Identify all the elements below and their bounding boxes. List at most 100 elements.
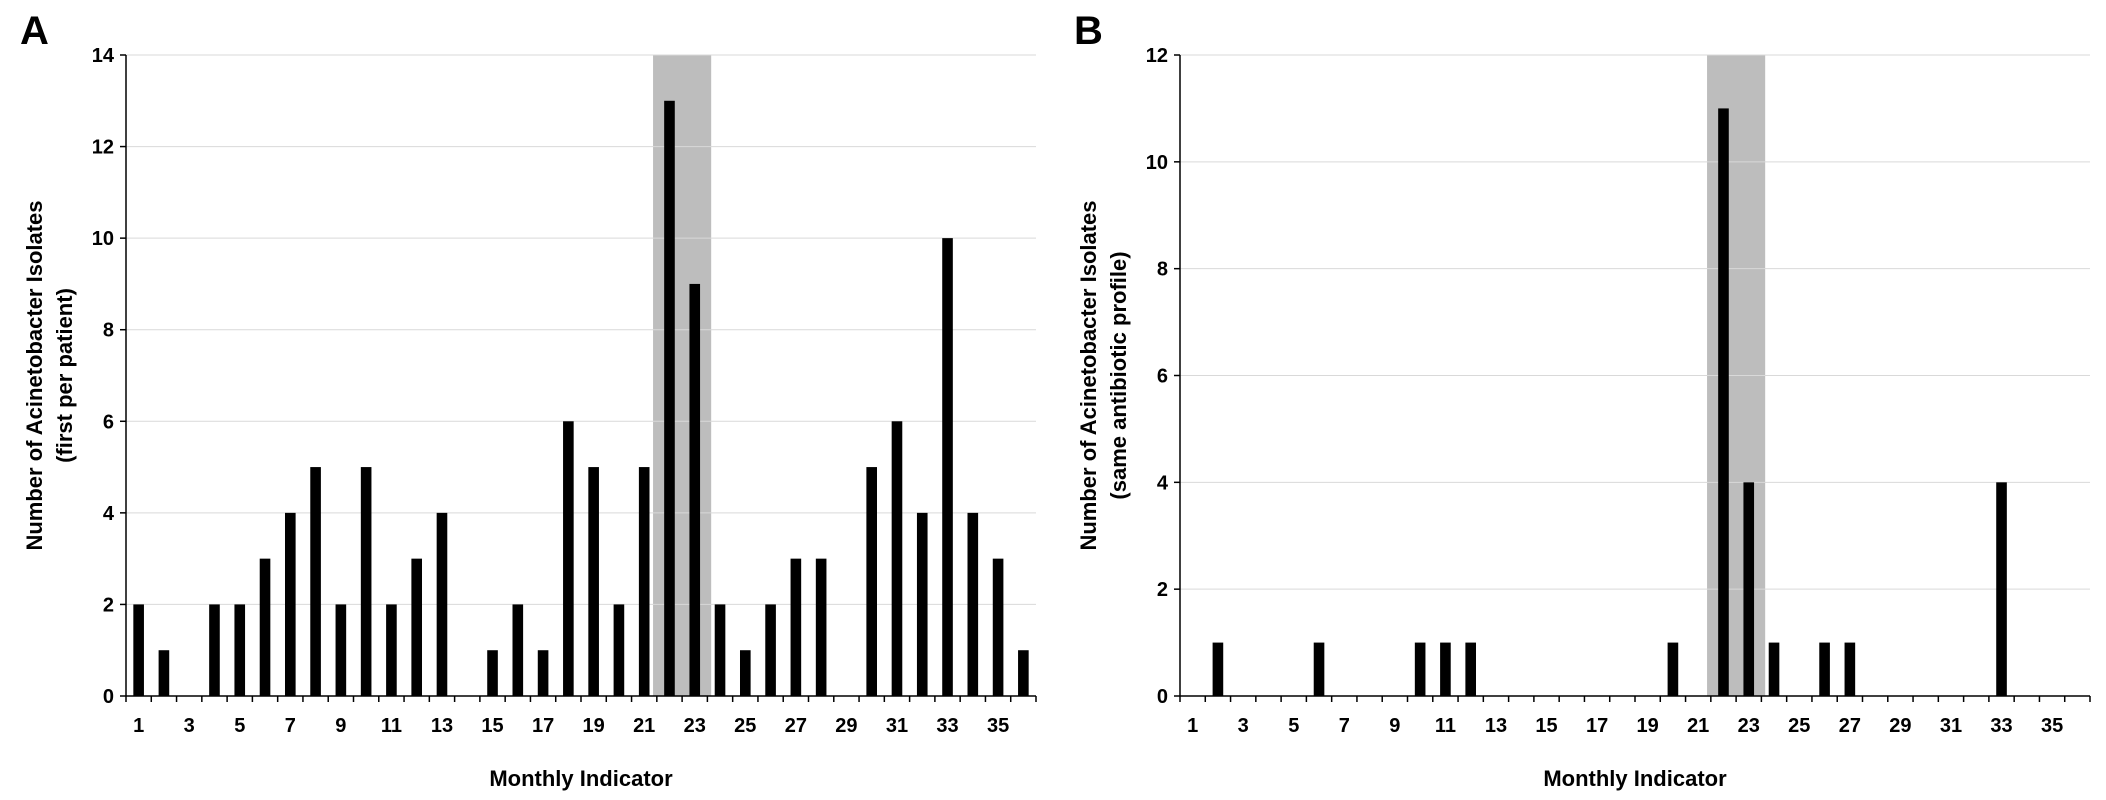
panel-b-y-axis-title-line2: (same antibiotic profile) [1106, 251, 1131, 499]
panel-a-x-tick-label: 21 [633, 715, 655, 737]
panel-b-bar-month-27 [1844, 642, 1856, 696]
panel-a-bar-month-17 [537, 650, 549, 696]
panel-b-bar-month-2 [1212, 642, 1224, 696]
panel-a-x-tick-label: 13 [431, 715, 453, 737]
panel-a-bar-month-10 [360, 467, 372, 696]
panel-b-x-tick-label: 5 [1288, 715, 1299, 737]
panel-a-x-tick-label: 9 [335, 715, 346, 737]
panel-b-x-tick-label: 15 [1535, 715, 1557, 737]
panel-a-highlight [653, 55, 712, 696]
panel-a-bar-month-30 [866, 467, 878, 696]
panel-a-bar-month-25 [739, 650, 751, 696]
panel-a-bar-month-19 [588, 467, 599, 696]
panel-b-x-tick-label: 25 [1788, 715, 1810, 737]
panel-a-gridlines [126, 54, 1036, 605]
panel-b-x-tick-label: 19 [1637, 715, 1659, 737]
panel-a-bar-month-12 [411, 558, 423, 696]
panel-b-y-tick-label: 12 [1146, 45, 1168, 67]
panel-b-bars [1212, 108, 2007, 696]
panel-b-x-tick-label: 33 [1990, 715, 2012, 737]
panel-b-y-tick-label: 2 [1157, 579, 1168, 601]
panel-a-axes [125, 55, 1037, 702]
panel-a-bar-month-21 [638, 467, 650, 696]
panel-b-bar-month-24 [1768, 642, 1780, 696]
panel-a-bar-month-26 [765, 604, 776, 696]
panel-a-x-tick-label: 5 [234, 715, 245, 737]
panel-a-bar-month-9 [335, 604, 347, 696]
panel-a-bar-month-31 [891, 421, 903, 696]
panel-b-bar-month-23 [1743, 482, 1755, 696]
panel-a-y-tick-label: 8 [103, 320, 114, 342]
panel-a-bar-month-32 [916, 512, 928, 696]
panel-b-label: B [1074, 9, 1103, 53]
panel-a-x-tick-label: 19 [583, 715, 605, 737]
panel-a-x-tick-label: 15 [481, 715, 503, 737]
panel-a-bar-month-24 [714, 604, 726, 696]
panel-b-x-tick-label: 23 [1738, 715, 1760, 737]
panel-b-x-tick-label: 29 [1889, 715, 1911, 737]
panel-a-x-tick-label: 29 [835, 715, 857, 737]
panel-b-y-tick-label: 4 [1157, 472, 1169, 494]
panel-b-x-ticks: 1 3 5 7 9 11 13 15 17 19 21 23 25 27 29 31 33 35 [1187, 715, 2063, 737]
panel-a-x-tick-label: 11 [381, 715, 402, 737]
panel-b-x-tick-label: 35 [2041, 715, 2063, 737]
panel-a-x-tick-label: 31 [886, 715, 908, 737]
panel-b-y-tick-label: 10 [1146, 152, 1168, 174]
panel-a-bars [133, 100, 1029, 697]
panel-a-label: A [20, 9, 49, 53]
panel-a-bar-month-2 [158, 650, 170, 696]
panel-a-y-tick-label: 12 [92, 137, 114, 159]
panel-a-bar-month-7 [284, 512, 296, 696]
panel-a-bar-month-6 [259, 558, 271, 696]
panel-a-x-tick-label: 23 [684, 715, 706, 737]
panel-a-y-tick-label: 2 [103, 594, 114, 616]
panel-a-bar-month-1 [133, 604, 144, 696]
panel-a-bar-month-11 [386, 604, 397, 696]
panel-a-y-axis-title-line2: (first per patient) [52, 288, 77, 463]
panel-a-y-tick-label: 14 [92, 45, 115, 67]
panel-b-x-tick-label: 1 [1187, 715, 1198, 737]
panel-b-bar-month-10 [1414, 642, 1426, 696]
panel-b-y-tick-label: 0 [1157, 686, 1168, 708]
panel-a-bar-month-13 [436, 512, 448, 696]
panel-b-y-ticks: 0 2 4 6 8 10 12 [1146, 45, 1180, 708]
panel-a-x-tick-label: 3 [184, 715, 195, 737]
panel-a-y-axis-title-line1: Number of Acinetobacter Isolates [22, 200, 47, 550]
panel-a-x-tick-label: 17 [532, 715, 554, 737]
panel-b-x-axis-title: Monthly Indicator [1543, 766, 1727, 791]
panel-a-x-tick-label: 27 [785, 715, 807, 737]
panel-b-x-tick-label: 31 [1940, 715, 1962, 737]
panel-b-x-tick-label: 13 [1485, 715, 1507, 737]
panel-b-bar-month-26 [1819, 642, 1830, 696]
panel-b-x-tick-label: 11 [1435, 715, 1456, 737]
panel-a-x-ticks: 1 3 5 7 9 11 13 15 17 19 21 23 25 27 29 31 33 35 [133, 715, 1009, 737]
panel-a-highlight-band [653, 55, 712, 696]
panel-a-bar-month-33 [942, 238, 953, 696]
panel-b-y-tick-label: 6 [1157, 366, 1168, 388]
panel-a-y-tick-label: 4 [103, 503, 115, 525]
panel-b-x-tick-label: 9 [1389, 715, 1400, 737]
panel-a-bar-month-27 [790, 558, 802, 696]
panel-b-x-tick-label: 21 [1687, 715, 1709, 737]
panel-a-bar-month-36 [1018, 650, 1029, 696]
panel-a-x-tick-label: 7 [285, 715, 296, 737]
panel-b-bar-month-12 [1465, 642, 1477, 696]
panel-b-gridlines [1180, 54, 2090, 590]
panel-a-bar-month-4 [209, 604, 220, 696]
panel-a-bar-month-8 [310, 467, 321, 696]
panel-b-x-tick-label: 17 [1586, 715, 1608, 737]
panel-a-bar-month-34 [967, 512, 979, 696]
panel-a-x-tick-label: 33 [936, 715, 958, 737]
panel-a-bar-month-23 [689, 283, 701, 696]
panel-a-bar-month-5 [234, 604, 246, 696]
panel-b-y-axis-title-line1: Number of Acinetobacter Isolates [1076, 200, 1101, 550]
panel-a-bar-month-22 [664, 100, 675, 697]
panel-b-y-tick-label: 8 [1157, 259, 1168, 281]
panel-b-bar-month-33 [1996, 482, 2007, 696]
panel-a-y-tick-label: 10 [92, 228, 114, 250]
panel-a-bar-month-18 [563, 421, 574, 696]
panel-b-axes [1179, 55, 2091, 702]
